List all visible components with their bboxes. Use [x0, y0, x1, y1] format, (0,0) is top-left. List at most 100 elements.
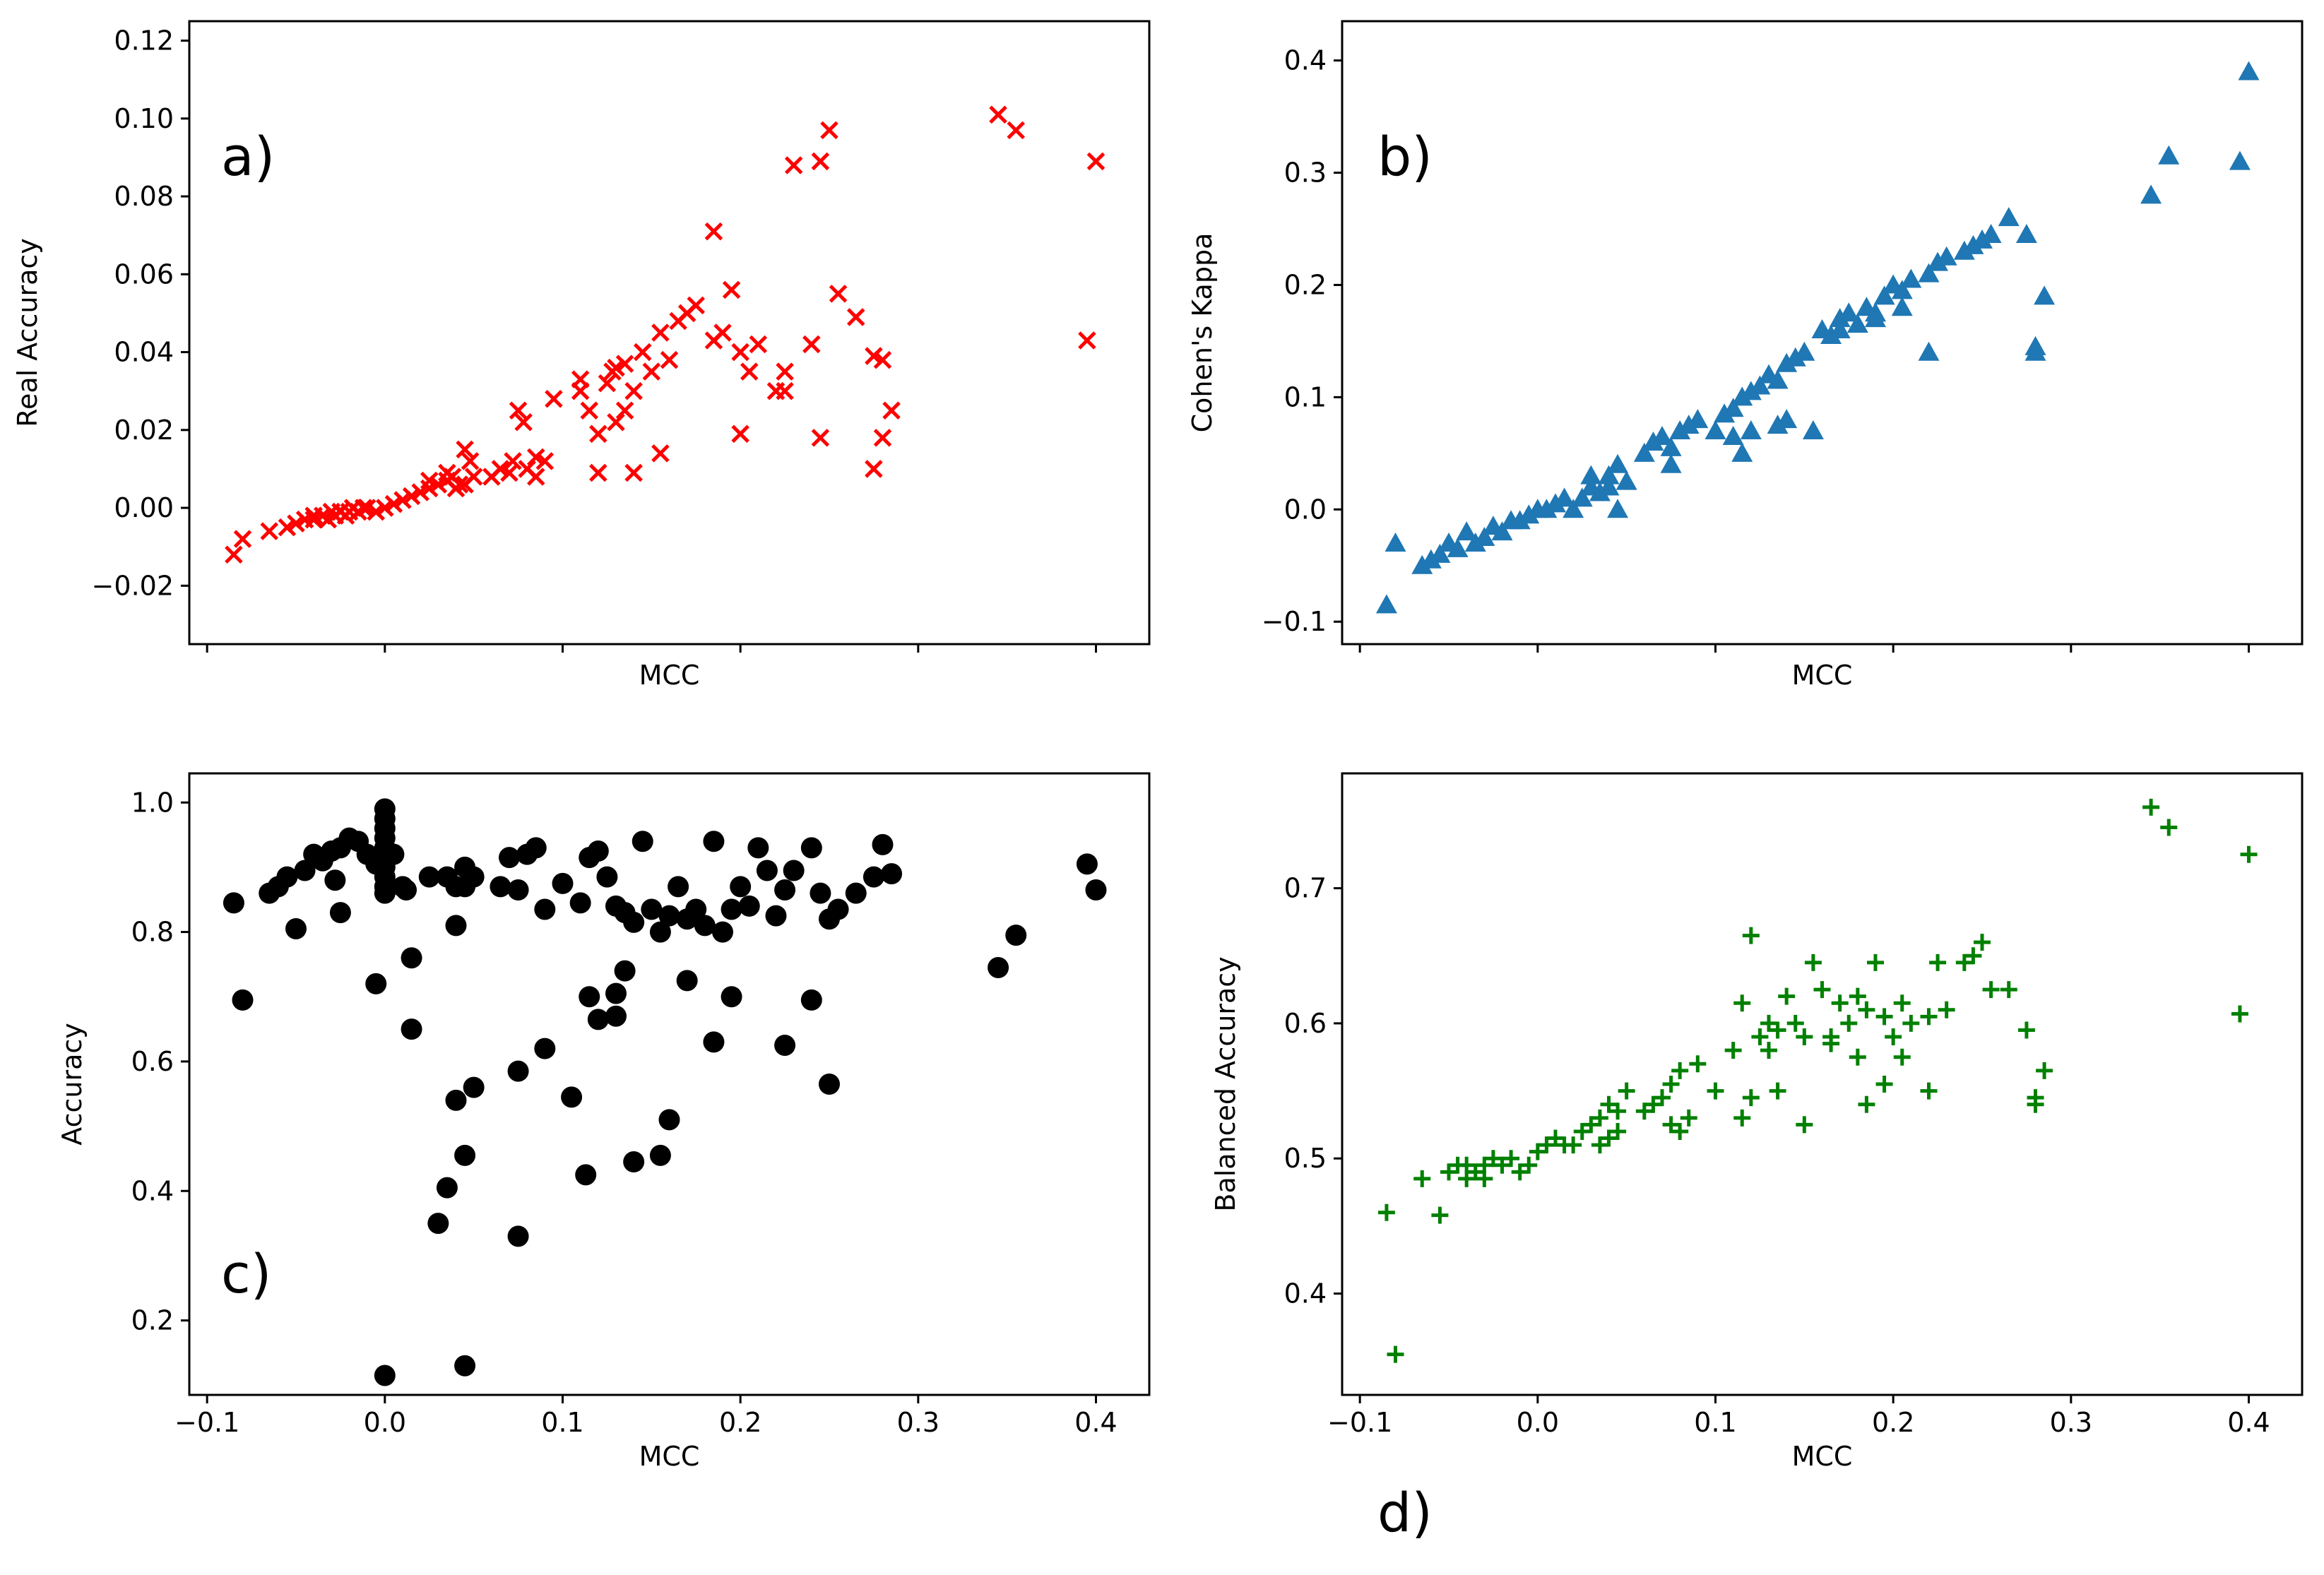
data-point [649, 921, 671, 943]
data-point [703, 831, 725, 852]
data-point [1456, 521, 1478, 541]
data-point [1671, 1122, 1689, 1140]
data-point [598, 374, 617, 393]
data-point [1598, 465, 1620, 485]
data-point [1464, 532, 1486, 552]
data-point [1935, 246, 1957, 266]
data-point [1849, 1048, 1866, 1066]
data-point [436, 1177, 458, 1199]
data-point [1804, 953, 1822, 971]
data-point [2036, 1062, 2053, 1079]
data-point [783, 860, 805, 881]
data-point [1740, 420, 1762, 440]
data-point [1769, 1082, 1786, 1100]
y-tick-label: −0.02 [92, 570, 174, 601]
x-tick-label: −0.1 [174, 1407, 239, 1438]
y-tick-label: 0.5 [1284, 1143, 1327, 1174]
data-point [2000, 981, 2017, 999]
data-point [1387, 1345, 1404, 1363]
data-point [1591, 1136, 1608, 1154]
panel-c-accuracy: −0.1 0.0 0.1 0.2 0.3 0.4 0.2 0.4 0.6 0.8 1.0 MCC Acc… [57, 772, 1151, 1472]
y-tick-label: 0.6 [131, 1046, 174, 1077]
data-point [233, 530, 252, 548]
plot-frame [1341, 772, 2304, 1396]
data-point [1007, 121, 1026, 140]
y-axis-label: Real Accuracy [12, 238, 43, 427]
data-point [1580, 465, 1602, 485]
x-tick-label: 0.2 [719, 1407, 761, 1438]
data-point [545, 389, 563, 408]
data-point [1964, 947, 1982, 965]
data-point [749, 335, 768, 354]
data-point [322, 502, 341, 521]
data-point [1831, 994, 1849, 1012]
data-point [2140, 184, 2162, 204]
data-point [1005, 925, 1027, 946]
data-point [614, 960, 636, 982]
y-tick-label: 0.00 [114, 492, 174, 523]
y-tick-label: 0.02 [114, 415, 174, 446]
y-tick-label: 0.04 [114, 337, 174, 368]
data-point [569, 892, 591, 914]
data-point [1955, 953, 1973, 971]
data-point [1644, 1095, 1662, 1113]
y-tick-label: 0.10 [114, 103, 174, 134]
data-point [589, 424, 607, 444]
data-point [989, 105, 1007, 124]
data-point [1553, 487, 1575, 507]
panel-label: a) [221, 125, 275, 188]
data-point [1518, 504, 1540, 524]
data-point [1760, 1042, 1777, 1059]
data-point [1680, 1109, 1697, 1127]
data-point [2142, 798, 2160, 816]
data-point [1938, 1001, 1955, 1018]
data-point [1458, 1156, 1476, 1174]
data-point [660, 350, 679, 369]
data-point [579, 986, 600, 1008]
data-point [304, 506, 323, 525]
data-point [1563, 499, 1584, 518]
data-point [873, 429, 892, 447]
data-point [1796, 1116, 1813, 1134]
data-point [324, 869, 346, 891]
data-point [1493, 1156, 1511, 1174]
data-point [811, 152, 830, 171]
data-point [731, 343, 749, 362]
data-point [463, 1076, 485, 1098]
data-point [1829, 308, 1851, 328]
data-point [1776, 352, 1798, 372]
data-point [1891, 280, 1913, 299]
x-tick-label: 0.4 [1074, 1407, 1117, 1438]
data-point [354, 499, 373, 517]
data-point [800, 837, 822, 859]
data-point [1980, 223, 2002, 243]
x-axis-label: MCC [1792, 1441, 1853, 1472]
data-points [225, 105, 1105, 564]
data-point [1600, 1129, 1618, 1147]
data-point [374, 882, 396, 904]
data-point [507, 1225, 529, 1247]
data-point [1375, 594, 1397, 614]
data-point [1571, 487, 1593, 507]
panel-b-cohens-kappa: −0.1 0.0 0.1 0.2 0.3 0.4 MCC Cohen's Kappa b) [1187, 20, 2304, 691]
data-point [1609, 1102, 1627, 1120]
data-point [827, 898, 849, 920]
data-point [1618, 1082, 1635, 1100]
y-tick-label: 0.4 [1284, 45, 1327, 76]
panel-a-real-accuracy: −0.02 0.00 0.02 0.04 0.06 0.08 0.10 0.12 MCC Real… [12, 20, 1151, 691]
x-tick-label: 0.1 [1694, 1407, 1736, 1438]
panel-d-balanced-accuracy: −0.1 0.0 0.1 0.2 0.3 0.4 0.4 0.5 0.6 0.7 MCC Balanc… [1210, 772, 2304, 1544]
data-point [1900, 268, 1922, 288]
y-tick-label: 0.12 [114, 25, 174, 57]
y-axis-label: Accuracy [57, 1023, 88, 1146]
data-point [1484, 1150, 1502, 1167]
data-point [1927, 251, 1949, 271]
data-point [1536, 499, 1558, 518]
data-point [1502, 1150, 1520, 1167]
data-point [2158, 145, 2180, 165]
data-point [1466, 1163, 1484, 1181]
data-point [774, 1035, 796, 1056]
x-tick-label: 0.0 [364, 1407, 406, 1438]
data-point [623, 1151, 645, 1172]
data-point [1733, 994, 1751, 1012]
